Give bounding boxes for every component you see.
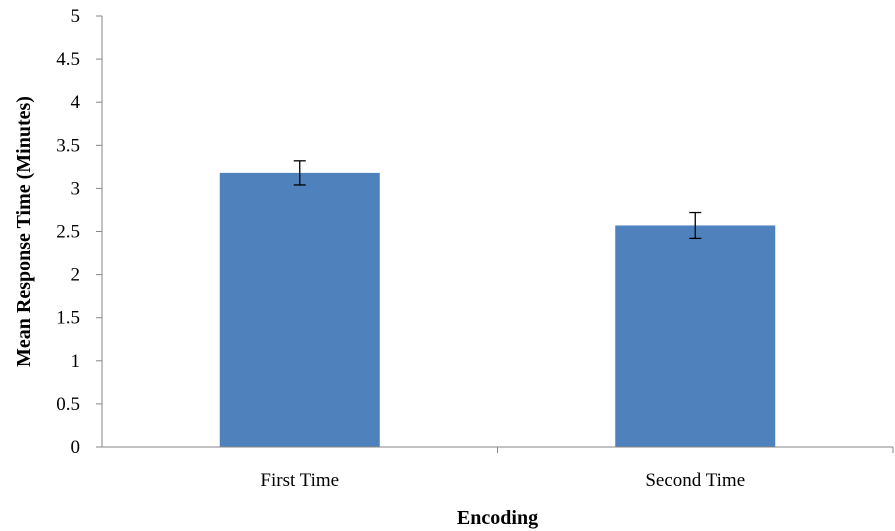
y-tick-label: 1 — [71, 351, 81, 372]
x-axis-ticks: First Time Second Time — [260, 447, 894, 491]
bar — [615, 225, 776, 447]
y-tick-label: 2.5 — [56, 222, 80, 243]
y-tick-label: 4 — [71, 92, 81, 113]
y-axis-title: Mean Response Time (Minutes) — [13, 96, 35, 367]
y-tick-label: 3 — [71, 178, 81, 199]
y-tick-label: 4.5 — [56, 49, 80, 70]
bar — [219, 172, 380, 447]
y-tick-label: 5 — [71, 6, 81, 27]
y-tick-label: 3.5 — [56, 135, 80, 156]
error-bars — [293, 160, 702, 240]
y-tick-label: 1.5 — [56, 308, 80, 329]
bars — [219, 172, 776, 447]
x-axis-title: Encoding — [457, 507, 538, 529]
x-tick-label: First Time — [260, 470, 339, 491]
y-tick-label: 2 — [71, 265, 81, 286]
y-tick-label: 0 — [71, 437, 81, 458]
x-tick-label: Second Time — [645, 470, 745, 491]
y-tick-label: 0.5 — [56, 394, 80, 415]
y-axis-ticks: 0 0.5 1 1.5 2 2.5 3 3.5 4 4.5 5 — [56, 6, 102, 458]
